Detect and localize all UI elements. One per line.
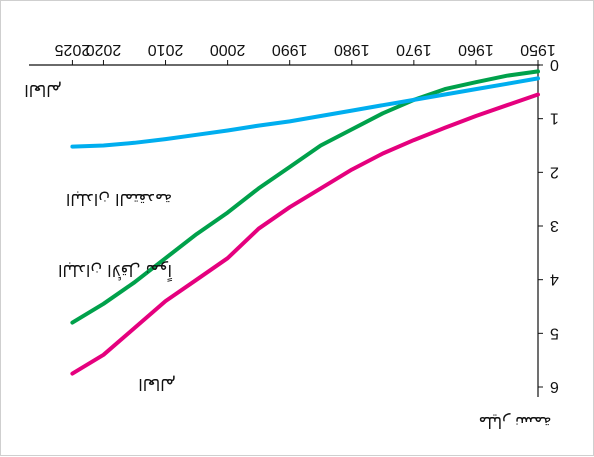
y-tick-label: 0	[550, 56, 559, 73]
x-tick-label: 2025	[55, 41, 91, 58]
x-tick-label: 1960	[458, 41, 494, 58]
series-label-1: العالم	[138, 375, 175, 394]
x-tick-label: 1950	[520, 41, 556, 58]
x-tick-label: 2020	[86, 41, 122, 58]
y-tick-label: 3	[550, 217, 559, 234]
series-line-1	[70, 92, 540, 376]
series-line-3	[70, 76, 540, 149]
y-tick-label: 1	[550, 110, 559, 127]
y-axis-unit-label: مليار نسمة	[479, 412, 552, 432]
x-tick-label: 1970	[396, 41, 432, 58]
x-tick-label: 1990	[272, 41, 308, 58]
series-label-3: البلدان المتقدمة	[66, 190, 172, 209]
x-tick-label: 2010	[148, 41, 184, 58]
x-tick-label: 2000	[210, 41, 246, 58]
y-tick-label: 2	[550, 163, 559, 180]
y-tick-label: 5	[550, 324, 559, 341]
y-tick-label: 6	[550, 378, 559, 395]
series-label-2: البلدان الأقل نمواً	[58, 260, 173, 283]
x-tick-label: 1980	[334, 41, 370, 58]
y-tick-label: 4	[550, 271, 559, 288]
series-line-2	[70, 69, 540, 325]
corner-annotation: العالم	[24, 81, 61, 100]
